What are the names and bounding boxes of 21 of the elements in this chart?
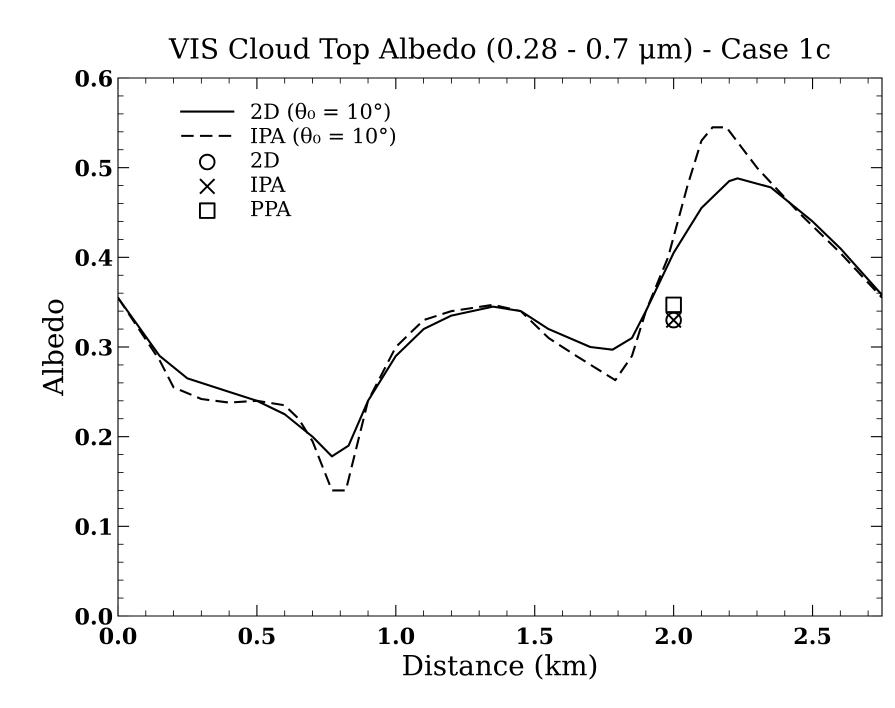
y-tick-label: 0.3 [76,338,112,356]
legend-label: PPA [251,200,292,216]
x-tick-label: 0.5 [238,628,275,644]
legend-label: IPA [251,176,286,192]
x-tick-label: 0.0 [100,628,136,644]
y-tick-label: 0.0 [76,608,112,625]
y-tick-label: 0.6 [76,70,112,87]
chart-title: VIS Cloud Top Albedo (0.28 - 0.7 μm) - Case 1c [168,37,830,64]
y-tick-label: 0.2 [76,428,112,446]
x-tick-label: 1.5 [518,628,552,644]
legend-label: 2D [251,152,279,168]
legend-label: 2D (θ₀ = 10°) [251,102,390,122]
x-tick-label: 1.0 [379,628,414,644]
y-tick-label: 0.1 [76,518,111,536]
y-tick-label: 0.4 [76,249,112,266]
x-axis-title: Distance (km) [403,654,596,680]
x-tick-label: 2.5 [794,628,830,644]
x-tick-label: 2.0 [656,628,692,644]
legend-label: IPA (θ₀ = 10°) [251,127,396,146]
y-tick-label: 0.5 [76,160,112,176]
y-axis-title: Albedo [42,300,64,396]
